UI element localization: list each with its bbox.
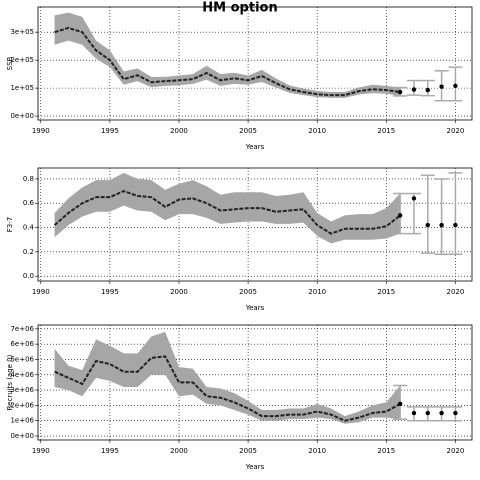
y-tick-label: 0.4: [23, 224, 35, 232]
projection-point: [411, 87, 417, 92]
y-axis-label: SSB: [6, 56, 14, 70]
projection-point: [411, 196, 417, 201]
x-tick-label: 2015: [377, 127, 395, 135]
x-tick-label: 2010: [308, 288, 326, 296]
y-tick-label: 3e+06: [10, 386, 34, 394]
y-tick-label: 0.0: [23, 272, 34, 280]
estimate-line: [54, 355, 401, 422]
y-tick-label: 2e+05: [10, 56, 34, 64]
projection-point: [439, 410, 444, 416]
confidence-band: [54, 12, 401, 98]
confidence-band: [54, 331, 401, 424]
y-tick-label: 5e+06: [10, 355, 34, 363]
x-tick-label: 1990: [32, 288, 50, 296]
projection-point: [453, 83, 458, 89]
y-tick-label: 6e+06: [10, 340, 34, 348]
x-tick-label: 1995: [101, 127, 119, 135]
x-tick-label: 2005: [239, 288, 257, 296]
x-tick-label: 2020: [446, 288, 464, 296]
projection-point: [439, 222, 444, 228]
x-tick-label: 2000: [170, 127, 188, 135]
x-axis-label: Years: [245, 463, 265, 471]
y-axis-label: Recruits (age 0): [6, 354, 14, 410]
y-tick-label: 0.6: [23, 199, 35, 207]
projection-point: [397, 89, 403, 95]
plot-frame: [37, 167, 473, 282]
y-tick-label: 0.8: [23, 175, 34, 183]
x-tick-label: 2015: [377, 447, 395, 455]
y-tick-label: 1e+06: [10, 417, 34, 425]
plot-frame: [37, 324, 473, 441]
projection-point: [425, 410, 430, 416]
x-tick-label: 2000: [170, 288, 188, 296]
projection-point: [453, 410, 458, 416]
y-tick-label: 0e+00: [10, 112, 34, 120]
y-tick-label: 1e+05: [10, 84, 34, 92]
y-tick-label: 7e+06: [10, 325, 34, 333]
x-tick-label: 2020: [446, 447, 464, 455]
x-tick-label: 2005: [239, 447, 257, 455]
projection-point: [411, 410, 417, 416]
y-tick-label: 4e+06: [10, 371, 34, 379]
projection-point: [397, 401, 403, 407]
chart-title: HM option: [202, 1, 277, 16]
x-tick-label: 1990: [32, 127, 50, 135]
x-axis-label: Years: [245, 304, 265, 312]
y-tick-label: 3e+05: [10, 28, 34, 36]
x-axis-label: Years: [245, 143, 265, 151]
projection-point: [397, 213, 403, 218]
x-tick-label: 2005: [239, 127, 257, 135]
y-tick-label: 0e+00: [10, 432, 34, 440]
x-tick-label: 1995: [101, 447, 119, 455]
x-tick-label: 1995: [101, 288, 119, 296]
y-tick-label: 2e+06: [10, 401, 34, 409]
confidence-band: [54, 172, 401, 244]
projection-point: [425, 222, 430, 228]
projection-point: [439, 84, 444, 89]
projection-point: [425, 87, 430, 93]
x-tick-label: 2010: [308, 447, 326, 455]
estimate-line: [53, 190, 401, 235]
x-tick-label: 2015: [377, 288, 395, 296]
x-tick-label: 2010: [308, 127, 326, 135]
projection-point: [453, 222, 458, 228]
x-tick-label: 2000: [170, 447, 188, 455]
estimate-line: [54, 26, 401, 97]
x-tick-label: 1990: [32, 447, 50, 455]
y-axis-label: F3-7: [6, 217, 14, 232]
plot-frame: [37, 6, 473, 121]
x-tick-label: 2020: [446, 127, 464, 135]
y-tick-label: 0.2: [23, 248, 34, 256]
